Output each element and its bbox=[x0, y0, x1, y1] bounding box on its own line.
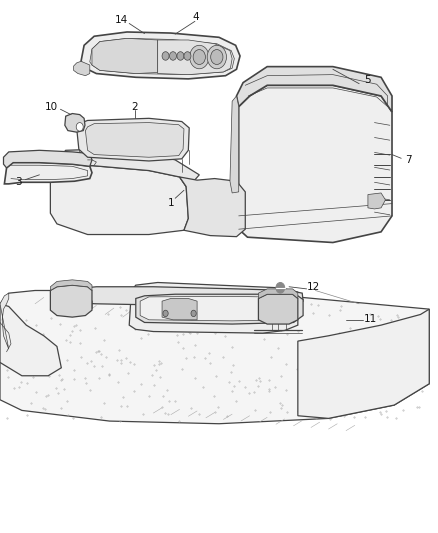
Circle shape bbox=[207, 45, 226, 69]
Polygon shape bbox=[0, 293, 9, 349]
Circle shape bbox=[170, 52, 177, 60]
Polygon shape bbox=[50, 285, 92, 317]
Polygon shape bbox=[57, 149, 199, 187]
Polygon shape bbox=[4, 163, 92, 184]
Polygon shape bbox=[92, 38, 158, 74]
Polygon shape bbox=[239, 85, 392, 243]
Polygon shape bbox=[50, 280, 92, 290]
Polygon shape bbox=[258, 294, 298, 324]
Polygon shape bbox=[85, 123, 184, 157]
Circle shape bbox=[76, 123, 83, 131]
Polygon shape bbox=[180, 177, 245, 237]
Polygon shape bbox=[162, 298, 197, 320]
Polygon shape bbox=[368, 193, 385, 209]
Polygon shape bbox=[70, 287, 303, 306]
Text: 4: 4 bbox=[193, 12, 200, 22]
Polygon shape bbox=[129, 282, 298, 333]
Polygon shape bbox=[298, 309, 429, 418]
Circle shape bbox=[193, 50, 205, 64]
Polygon shape bbox=[230, 96, 239, 193]
Text: 11: 11 bbox=[364, 314, 377, 324]
Polygon shape bbox=[81, 32, 240, 79]
Polygon shape bbox=[90, 38, 234, 75]
Text: 5: 5 bbox=[364, 75, 371, 85]
Text: 1: 1 bbox=[167, 198, 174, 207]
Polygon shape bbox=[140, 296, 297, 321]
Polygon shape bbox=[77, 118, 189, 161]
Polygon shape bbox=[258, 289, 298, 298]
Text: 7: 7 bbox=[405, 155, 412, 165]
Polygon shape bbox=[237, 67, 392, 112]
Text: 3: 3 bbox=[15, 177, 22, 187]
Text: 12: 12 bbox=[307, 282, 320, 292]
Polygon shape bbox=[136, 294, 303, 324]
Polygon shape bbox=[67, 294, 92, 313]
Text: 10: 10 bbox=[45, 102, 58, 111]
Circle shape bbox=[276, 282, 285, 293]
Text: 2: 2 bbox=[131, 102, 138, 111]
Polygon shape bbox=[74, 61, 90, 76]
Polygon shape bbox=[4, 150, 92, 168]
Text: 14: 14 bbox=[115, 15, 128, 25]
Circle shape bbox=[211, 50, 223, 64]
Polygon shape bbox=[0, 304, 61, 376]
Circle shape bbox=[162, 52, 169, 60]
Circle shape bbox=[191, 310, 196, 317]
Circle shape bbox=[184, 52, 191, 60]
Polygon shape bbox=[65, 114, 85, 132]
Circle shape bbox=[163, 310, 168, 317]
Polygon shape bbox=[0, 290, 429, 424]
Polygon shape bbox=[50, 160, 188, 235]
Circle shape bbox=[190, 45, 209, 69]
Circle shape bbox=[177, 52, 184, 60]
Polygon shape bbox=[158, 40, 232, 75]
